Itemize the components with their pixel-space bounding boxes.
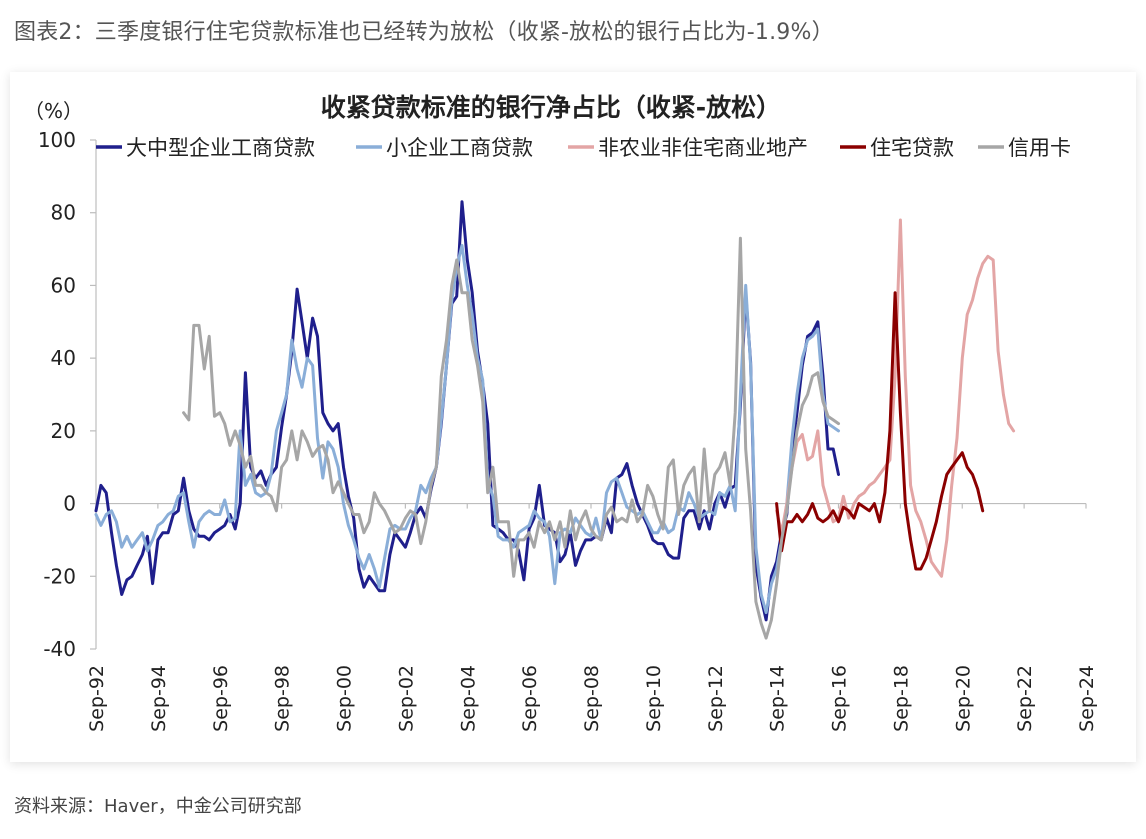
legend-label-4: 信用卡 — [1008, 136, 1071, 160]
y-axis: -40 -20 0 20 40 60 80 100 — [38, 128, 97, 661]
x-tick-label: Sep-18 — [890, 665, 912, 732]
x-tick-label: Sep-24 — [1076, 665, 1098, 732]
legend: 大中型企业工商贷款 小企业工商贷款 非农业非住宅商业地产 住宅贷款 信用卡 — [96, 136, 1071, 160]
series-line-1 — [94, 243, 840, 615]
y-tick-label: 100 — [38, 128, 76, 152]
x-tick-label: Sep-96 — [210, 665, 232, 732]
x-tick-label: Sep-10 — [643, 665, 665, 732]
series-line-0 — [94, 200, 840, 622]
series-line-2 — [775, 218, 1016, 578]
x-axis: Sep-92 Sep-94 Sep-96 Sep-98 Sep-00 Sep-02 Sep-… — [86, 502, 1098, 732]
y-tick-label: 80 — [51, 201, 76, 225]
figure-title: 图表2：三季度银行住宅贷款标准也已经转为放松（收紧-放松的银行占比为-1.9%） — [14, 20, 834, 45]
x-tick-label: Sep-06 — [519, 665, 541, 732]
source-note: 资料来源：Haver，中金公司研究部 — [14, 796, 302, 817]
x-tick-label: Sep-94 — [148, 665, 170, 732]
x-tick-label: Sep-98 — [272, 665, 294, 732]
x-tick-label: Sep-00 — [334, 665, 356, 732]
x-tick-label: Sep-20 — [952, 665, 974, 732]
y-axis-unit-label: （%） — [24, 99, 83, 123]
series-line-4 — [182, 236, 840, 640]
y-tick-label: 40 — [51, 346, 76, 370]
x-tick-label: Sep-16 — [829, 665, 851, 732]
y-tick-label: -20 — [43, 564, 76, 588]
y-tick-label: 60 — [51, 273, 76, 297]
chart-panel: 收紧贷款标准的银行净占比（收紧-放松） （%） -40 -20 0 20 40 60 80 1… — [10, 72, 1136, 762]
x-tick-label: Sep-92 — [86, 665, 108, 732]
series-lines — [94, 200, 1016, 640]
x-tick-label: Sep-02 — [395, 665, 417, 732]
legend-label-0: 大中型企业工商贷款 — [126, 136, 315, 160]
x-tick-label: Sep-08 — [581, 665, 603, 732]
legend-label-1: 小企业工商贷款 — [386, 136, 533, 160]
chart-title: 收紧贷款标准的银行净占比（收紧-放松） — [321, 93, 781, 122]
legend-label-2: 非农业非住宅商业地产 — [598, 136, 808, 160]
y-tick-label: 0 — [63, 492, 76, 516]
series-line-3 — [775, 291, 985, 571]
x-tick-label: Sep-22 — [1014, 665, 1036, 732]
y-tick-label: -40 — [43, 637, 76, 661]
legend-label-3: 住宅贷款 — [870, 136, 954, 160]
x-tick-label: Sep-14 — [767, 665, 789, 732]
x-tick-label: Sep-04 — [457, 665, 479, 732]
x-tick-label: Sep-12 — [705, 665, 727, 732]
line-chart: 收紧贷款标准的银行净占比（收紧-放松） （%） -40 -20 0 20 40 60 80 1… — [24, 93, 1098, 732]
y-tick-label: 20 — [51, 419, 76, 443]
